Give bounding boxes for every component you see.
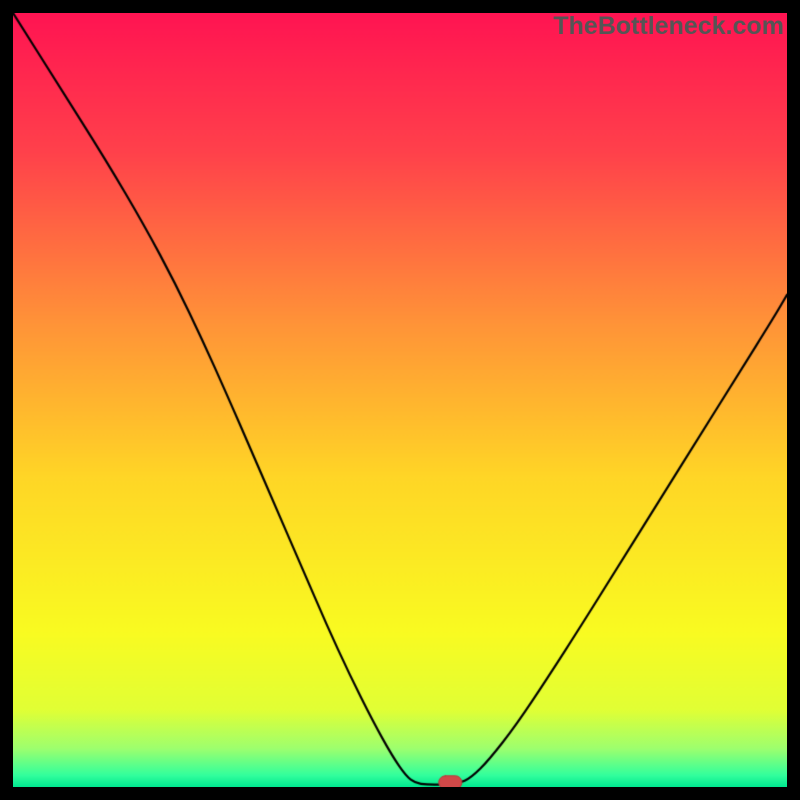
chart-frame: TheBottleneck.com	[0, 0, 800, 800]
plot-canvas	[13, 13, 787, 787]
frame-border-bottom	[0, 787, 800, 800]
frame-border-left	[0, 0, 13, 800]
plot-area	[13, 13, 787, 787]
frame-border-right	[787, 0, 800, 800]
watermark-text: TheBottleneck.com	[553, 12, 784, 41]
